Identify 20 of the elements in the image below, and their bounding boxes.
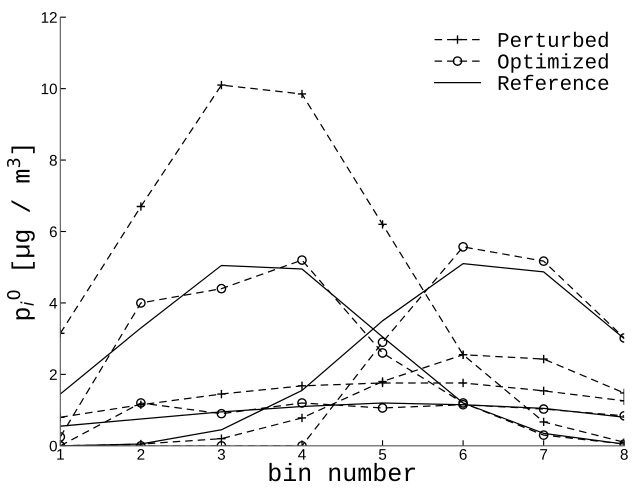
x-tick-label: 1 (57, 449, 64, 460)
x-tick-label: 7 (540, 449, 548, 460)
x-axis-title: bin number (269, 462, 416, 482)
text: p$_{i}$$^{0}$ [µg / m$^{3}$] (7, 146, 35, 320)
y-tick-label: 0 (50, 440, 57, 452)
x-tick-label: 6 (460, 449, 467, 460)
x-tick-label: 4 (298, 449, 306, 460)
x-tick-label: 3 (218, 449, 226, 460)
x-tick-label: 8 (620, 449, 628, 460)
y-tick-label: 6 (50, 226, 57, 238)
legend-label: Optimized (498, 53, 608, 73)
y-tick-label: 10 (42, 83, 57, 94)
y-tick-label: 4 (49, 298, 58, 308)
y-tick-label: 12 (42, 12, 57, 23)
y-tick-label: 8 (50, 154, 57, 166)
legend-label: Perturbed (498, 32, 608, 48)
y-tick-label: 2 (50, 369, 57, 380)
legend-label: Reference (498, 74, 608, 90)
x-tick-label: 5 (378, 449, 386, 460)
x-tick-label: 2 (137, 449, 144, 460)
